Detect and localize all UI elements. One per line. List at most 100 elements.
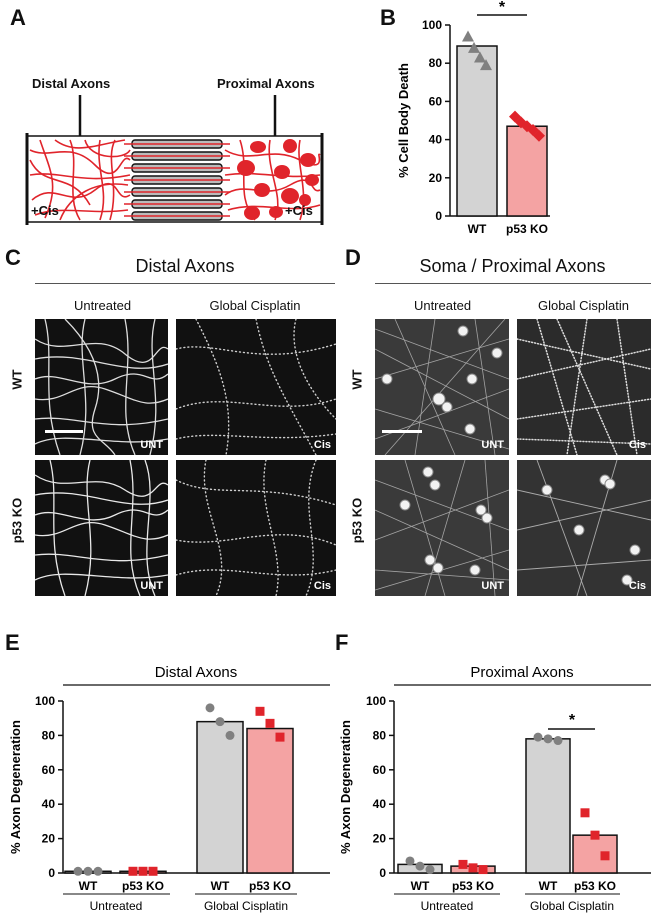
y-tick-label: 0: [48, 866, 55, 880]
y-tick-label: 40: [42, 797, 56, 811]
proximal-axons-label: Proximal Axons: [217, 76, 315, 91]
data-point: [275, 732, 285, 742]
data-point: [225, 730, 235, 740]
bar: [246, 727, 294, 874]
panel-e-header: Distal Axons: [155, 664, 238, 681]
x-tick-label: p53 KO: [506, 222, 548, 236]
tag-d-ko-cis: Cis: [628, 580, 646, 592]
y-tick-label: 40: [373, 797, 387, 811]
significance-star: *: [499, 0, 506, 16]
tag-d-wt-cis: Cis: [628, 439, 646, 451]
micrograph-d-wt-cisplatin: Cis: [517, 319, 651, 455]
micrograph-d-wt-untreated: UNT: [375, 319, 509, 455]
panel-c-title-rule: [35, 283, 335, 284]
scale-bar-d: [382, 430, 422, 433]
panel-a-letter: A: [10, 5, 26, 30]
data-point: [265, 718, 275, 728]
tag-d-wt-unt: UNT: [481, 439, 504, 451]
cis-left-label: +Cis: [31, 203, 59, 218]
x-tick-label: WT: [539, 879, 558, 893]
group-label: Untreated: [90, 899, 143, 913]
y-axis-label: % Axon Degeneration: [338, 720, 353, 854]
data-point: [543, 734, 553, 744]
panel-d-row-ko: p53 KO: [349, 497, 365, 544]
tag-c-wt-cis: Cis: [313, 439, 331, 451]
group-label: Untreated: [421, 899, 474, 913]
x-tick-label: WT: [411, 879, 430, 893]
chart-f: 0 20 40 60 80 100 % Axon Degeneration WT p53 KO W…: [338, 664, 651, 913]
y-tick-label: 100: [366, 694, 386, 708]
y-axis-label: % Axon Degeneration: [8, 720, 23, 854]
chamber-diagram: [25, 95, 324, 225]
panel-c-title: Distal Axons: [135, 256, 235, 276]
data-point: [462, 30, 474, 42]
bar: [196, 720, 244, 874]
y-tick-label: 60: [429, 94, 443, 108]
y-tick-label: 20: [429, 171, 443, 185]
micrograph-c-wt-cisplatin: Cis: [176, 319, 336, 455]
panel-d-title-rule: [375, 283, 651, 284]
tag-d-ko-unt: UNT: [481, 580, 504, 592]
data-point: [93, 866, 103, 876]
panel-e-letter: E: [5, 630, 20, 655]
x-tick-label: WT: [468, 222, 487, 236]
cell-bodies: [237, 139, 319, 220]
data-point: [478, 865, 488, 875]
data-point: [148, 866, 158, 876]
tag-c-wt-unt: UNT: [140, 439, 163, 451]
group-label: Global Cisplatin: [204, 899, 288, 913]
data-point: [138, 866, 148, 876]
chart-e: 0 20 40 60 80 100 % Axon Degeneration WT p53 KO W…: [8, 664, 330, 913]
y-tick-label: 60: [42, 763, 56, 777]
data-point: [128, 866, 138, 876]
y-axis-label: % Cell Body Death: [396, 63, 411, 178]
y-tick-label: 80: [42, 728, 56, 742]
panel-d-col-untreated: Untreated: [413, 298, 472, 313]
significance-star: *: [569, 712, 576, 729]
data-point: [553, 736, 563, 746]
panel-f-letter: F: [335, 630, 349, 655]
tag-c-ko-cis: Cis: [313, 580, 331, 592]
y-tick-label: 0: [435, 209, 442, 223]
data-point: [83, 866, 93, 876]
micrograph-c-wt-untreated: UNT: [35, 319, 168, 455]
y-tick-label: 100: [35, 694, 55, 708]
y-tick-label: 100: [422, 18, 442, 32]
x-tick-label: p53 KO: [122, 879, 164, 893]
cis-right-label: +Cis: [285, 203, 313, 218]
panel-c-row-wt: WT: [9, 369, 25, 390]
data-point: [474, 51, 486, 63]
y-tick-label: 20: [42, 832, 56, 846]
data-point: [215, 717, 225, 727]
data-point: [533, 129, 545, 142]
data-point: [415, 861, 425, 871]
micrograph-d-ko-cisplatin: Cis: [517, 460, 651, 596]
panel-c-col-untreated: Untreated: [73, 298, 132, 313]
y-tick-label: 80: [373, 728, 387, 742]
data-point: [590, 830, 600, 840]
y-tick-label: 0: [379, 866, 386, 880]
data-point: [480, 59, 492, 71]
y-tick-label: 20: [373, 832, 387, 846]
chart-b: 0 20 40 60 80 100 % Cell Body Death WT p53 KO *: [396, 0, 550, 236]
micrograph-c-ko-untreated: UNT: [35, 460, 168, 596]
distal-axon-network: [29, 139, 131, 221]
data-point: [468, 41, 480, 53]
group-label: Global Cisplatin: [530, 899, 614, 913]
x-tick-label: p53 KO: [452, 879, 494, 893]
panel-d-letter: D: [345, 245, 361, 270]
bar: [572, 834, 618, 874]
x-tick-label: WT: [211, 879, 230, 893]
data-point: [468, 863, 478, 873]
data-point: [533, 732, 543, 742]
bar: [506, 125, 548, 217]
y-tick-label: 80: [429, 56, 443, 70]
data-point: [73, 866, 83, 876]
bar: [525, 738, 571, 874]
x-tick-label: p53 KO: [249, 879, 291, 893]
y-tick-label: 40: [429, 133, 443, 147]
data-point: [255, 706, 265, 716]
x-tick-label: WT: [79, 879, 98, 893]
panel-d-col-cisplatin: Global Cisplatin: [537, 298, 630, 313]
data-point: [580, 808, 590, 818]
